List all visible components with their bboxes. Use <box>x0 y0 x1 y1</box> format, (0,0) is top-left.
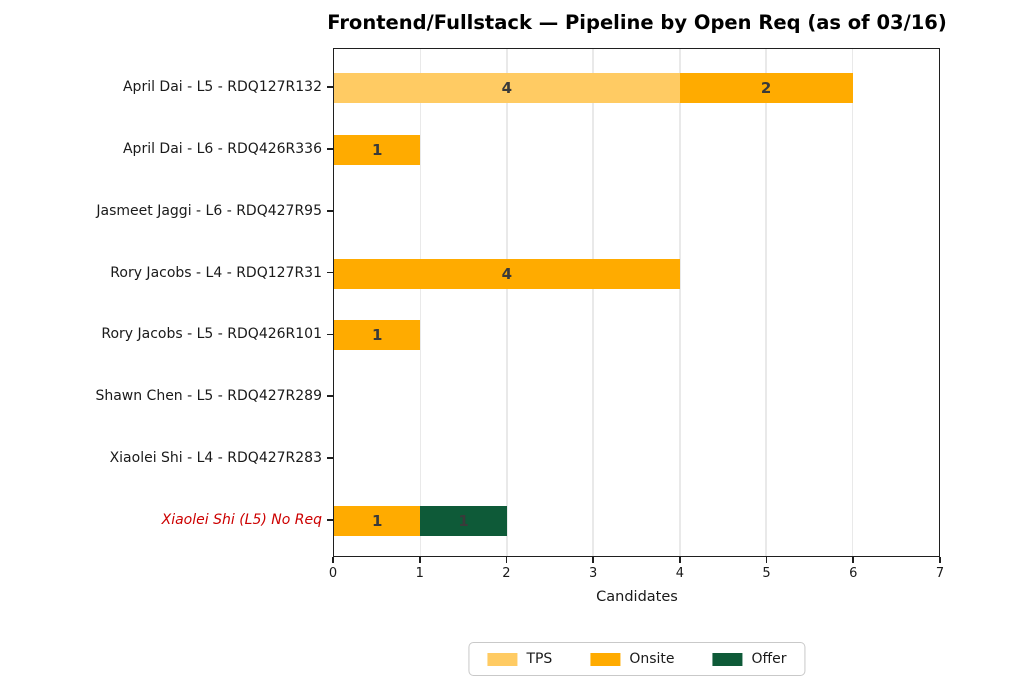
legend-swatch-tps <box>487 652 518 666</box>
bar-segment-offer: 1 <box>420 506 507 536</box>
bar-value-label: 1 <box>371 512 383 530</box>
x-tick-mark <box>765 557 768 563</box>
x-axis-label: Candidates <box>596 589 678 605</box>
bar-segment-tps: 4 <box>334 73 680 103</box>
y-category-label: Xiaolei Shi (L5) No Req <box>161 512 322 528</box>
legend-item-offer: Offer <box>712 651 787 667</box>
bar-row <box>334 444 939 474</box>
gridline <box>506 49 508 556</box>
gridline <box>765 49 767 556</box>
bar-row <box>334 382 939 412</box>
legend-label: Offer <box>751 651 787 667</box>
bar-row: 4 <box>334 258 939 289</box>
chart-title: Frontend/Fullstack — Pipeline by Open Re… <box>327 11 947 34</box>
x-tick-mark <box>332 557 334 563</box>
y-tick-mark <box>327 333 333 336</box>
y-tick-mark <box>327 457 333 460</box>
bar-value-label: 4 <box>501 79 513 97</box>
y-tick-mark <box>327 519 333 521</box>
y-tick-mark <box>327 395 333 398</box>
legend-item-tps: TPS <box>487 651 552 667</box>
y-tick-mark <box>327 86 333 88</box>
y-category-label: April Dai - L6 - RDQ426R336 <box>122 140 322 157</box>
y-category-label: Rory Jacobs - L5 - RDQ426R101 <box>101 326 322 343</box>
x-tick-label: 6 <box>849 566 858 581</box>
x-tick-label: 7 <box>935 566 945 581</box>
bar-segment-onsite: 4 <box>334 258 680 289</box>
bar-segment-onsite: 2 <box>679 73 853 103</box>
legend-label: TPS <box>526 651 553 667</box>
x-tick-label: 1 <box>415 566 424 581</box>
x-tick-label: 4 <box>675 566 684 581</box>
x-tick-mark <box>939 557 941 563</box>
legend-item-onsite: Onsite <box>590 651 675 667</box>
y-tick-mark <box>327 209 333 212</box>
bar-row: 1 <box>334 320 939 351</box>
gridline <box>419 49 422 556</box>
x-tick-mark <box>505 557 508 563</box>
x-tick-label: 0 <box>328 566 338 581</box>
y-category-label: Shawn Chen - L5 - RDQ427R289 <box>95 388 322 405</box>
y-tick-mark <box>327 147 333 150</box>
bar-value-label: 1 <box>371 326 383 345</box>
y-category-label: Jasmeet Jaggi - L6 - RDQ427R95 <box>96 202 322 219</box>
x-tick-mark <box>678 557 681 563</box>
gridline <box>851 49 854 556</box>
x-tick-label: 5 <box>762 566 771 581</box>
bar-segment-onsite: 1 <box>334 320 421 351</box>
gridline <box>592 49 595 556</box>
legend: TPS Onsite Offer <box>468 642 806 676</box>
legend-swatch-offer <box>712 652 743 666</box>
legend-label: Onsite <box>629 651 675 667</box>
bar-segment-onsite: 1 <box>334 134 421 165</box>
bar-row <box>334 197 939 227</box>
gridline <box>678 49 681 556</box>
x-tick-label: 3 <box>589 566 598 581</box>
x-tick-mark <box>418 557 421 563</box>
legend-swatch-onsite <box>590 652 621 666</box>
y-category-label: Xiaolei Shi - L4 - RDQ427R283 <box>109 450 322 467</box>
x-tick-mark <box>592 557 595 563</box>
x-tick-mark <box>852 557 855 563</box>
y-category-label: Rory Jacobs - L4 - RDQ127R31 <box>110 264 322 281</box>
y-tick-mark <box>327 271 333 274</box>
bar-row: 1 <box>334 134 939 165</box>
bar-value-label: 1 <box>371 140 383 159</box>
bar-segment-onsite: 1 <box>334 506 421 536</box>
y-category-label: April Dai - L5 - RDQ127R132 <box>122 79 322 95</box>
bar-value-label: 1 <box>458 512 469 530</box>
bar-value-label: 4 <box>501 264 513 283</box>
x-tick-label: 2 <box>502 566 511 581</box>
bar-value-label: 2 <box>760 79 772 97</box>
